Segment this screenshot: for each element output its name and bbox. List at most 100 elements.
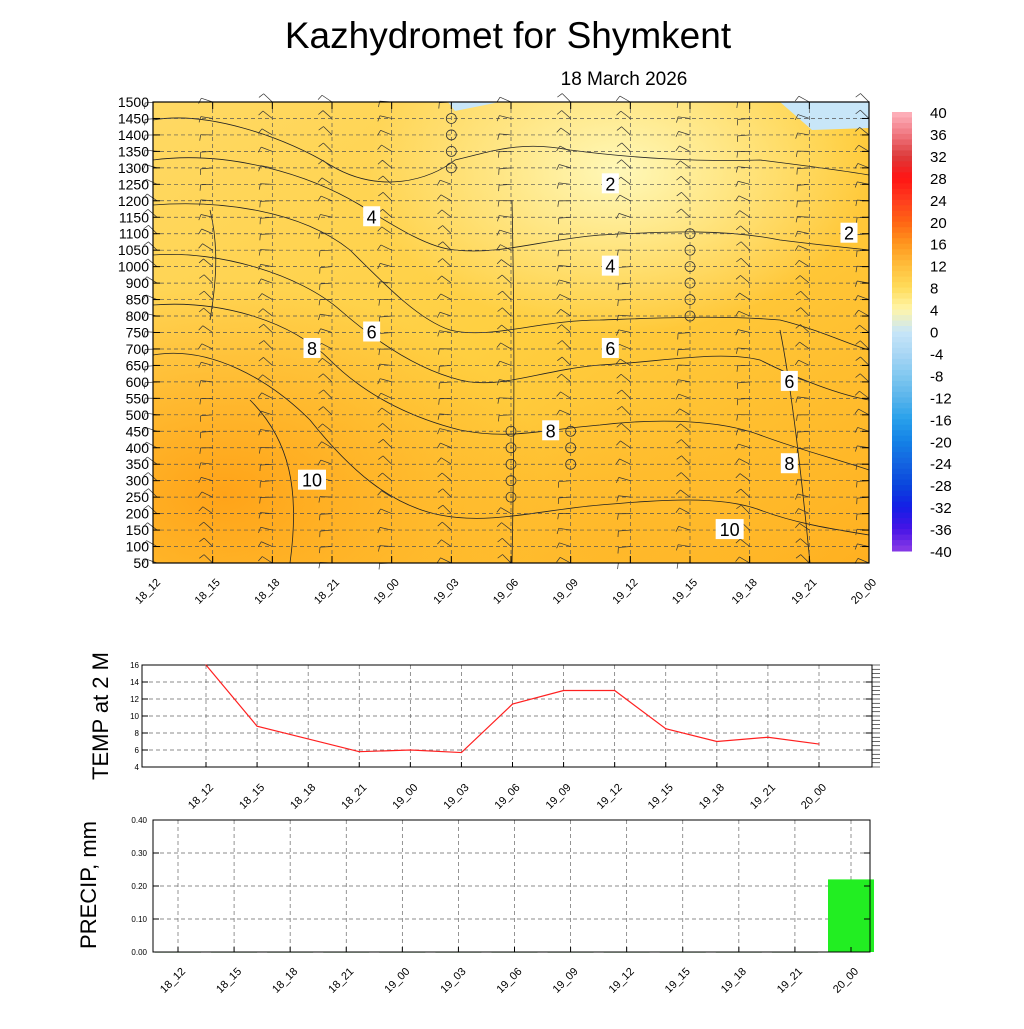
y-tick-label: 850	[126, 292, 150, 308]
contour-label: 8	[542, 420, 559, 441]
x-tick-label: 18_18	[288, 782, 318, 812]
colorbar-cell	[892, 496, 912, 502]
y-tick-label: 900	[126, 275, 150, 291]
chart-title: Kazhydromet for Shymkent	[285, 15, 732, 56]
colorbar-cell	[892, 172, 912, 178]
x-tick-label: 18_18	[270, 966, 300, 996]
y-tick-label: 1500	[118, 94, 149, 110]
y-tick-label: 1300	[118, 160, 149, 176]
y-tick-label: 14	[130, 678, 139, 687]
colorbar-cell	[892, 117, 912, 123]
colorbar-cell	[892, 222, 912, 228]
colorbar-cell	[892, 112, 912, 118]
colorbar-cell	[892, 266, 912, 272]
x-tick-label: 19_21	[775, 966, 805, 996]
colorbar-cell	[892, 282, 912, 288]
colorbar-cell	[892, 452, 912, 458]
temperature-point	[512, 704, 513, 705]
colorbar-cell	[892, 425, 912, 431]
x-tick-label: 19_00	[372, 577, 402, 607]
colorbar-cell	[892, 183, 912, 189]
colorbar-cell	[892, 392, 912, 398]
temperature-axis-label: TEMP at 2 M	[88, 652, 113, 780]
colorbar-cell	[892, 529, 912, 535]
y-tick-label: 0.30	[131, 849, 147, 858]
x-tick-label: 19_12	[595, 782, 625, 812]
colorbar-cell	[892, 189, 912, 195]
colorbar-cell	[892, 167, 912, 173]
colorbar-cell	[892, 375, 912, 381]
colorbar-label: -24	[930, 456, 952, 473]
y-tick-label: 12	[130, 695, 139, 704]
temperature-point	[410, 749, 411, 750]
x-tick-label: 19_12	[607, 966, 637, 996]
colorbar-cell	[892, 249, 912, 255]
contour-label-text: 6	[605, 339, 615, 359]
colorbar-cell	[892, 474, 912, 480]
x-tick-label: 18_12	[158, 966, 188, 996]
y-tick-label: 1100	[119, 226, 149, 242]
y-tick-label: 50	[133, 555, 149, 571]
colorbar-cell	[892, 441, 912, 447]
x-tick-label: 19_09	[551, 966, 581, 996]
colorbar-cell	[892, 458, 912, 464]
colorbar-label: -20	[930, 434, 952, 451]
colorbar-label: 28	[930, 171, 947, 188]
x-tick-label: 19_06	[493, 782, 523, 812]
temperature-point	[205, 664, 206, 665]
contour-label: 2	[602, 173, 619, 194]
colorbar-cell	[892, 277, 912, 283]
x-tick-label: 19_15	[663, 966, 693, 996]
colorbar-cell	[892, 288, 912, 294]
colorbar-label: 8	[930, 281, 938, 298]
colorbar-cell	[892, 200, 912, 206]
temperature-point	[308, 738, 309, 739]
y-tick-label: 1400	[118, 127, 149, 143]
contour-label-text: 10	[302, 471, 322, 491]
x-tick-label: 18_18	[252, 577, 282, 607]
colorbar-cell	[892, 128, 912, 134]
colorbar-cell	[892, 386, 912, 392]
colorbar-cell	[892, 139, 912, 145]
temperature-grid	[142, 665, 872, 767]
y-tick-label: 10	[130, 712, 139, 721]
y-tick-label: 0.10	[131, 915, 147, 924]
colorbar-label: -32	[930, 500, 952, 517]
x-tick-label: 18_15	[193, 577, 223, 607]
colorbar-cell	[892, 480, 912, 486]
colorbar-cell	[892, 134, 912, 140]
colorbar-cell	[892, 463, 912, 469]
y-tick-label: 1450	[118, 110, 149, 126]
colorbar-cell	[892, 227, 912, 233]
colorbar-label: -4	[930, 346, 943, 363]
wind-barb	[318, 95, 332, 102]
contour-label: 10	[716, 519, 744, 540]
colorbar-cell	[892, 123, 912, 129]
y-tick-label: 4	[135, 763, 140, 772]
x-tick-label: 18_15	[214, 966, 244, 996]
y-tick-label: 450	[126, 423, 150, 439]
contour-label: 8	[781, 453, 798, 474]
wind-barb	[677, 563, 690, 569]
x-tick-label: 18_12	[133, 577, 163, 607]
temperature-point	[614, 690, 615, 691]
colorbar-cell	[892, 238, 912, 244]
temperature-point	[256, 726, 257, 727]
colorbar-label: 4	[930, 303, 938, 320]
precip-bar	[828, 879, 874, 952]
temperature-point	[716, 741, 717, 742]
colorbar-cell	[892, 216, 912, 222]
contour-label: 4	[363, 206, 380, 227]
x-tick-label: 19_18	[697, 782, 727, 812]
colorbar-cell	[892, 518, 912, 524]
y-tick-label: 800	[126, 308, 150, 324]
temperature-point	[767, 737, 768, 738]
colorbar-label: 12	[930, 259, 947, 276]
y-tick-label: 1000	[118, 259, 149, 275]
contour-label-text: 8	[784, 454, 794, 474]
y-tick-label: 1250	[118, 176, 149, 192]
colorbar-cell	[892, 211, 912, 217]
colorbar-cell	[892, 255, 912, 261]
